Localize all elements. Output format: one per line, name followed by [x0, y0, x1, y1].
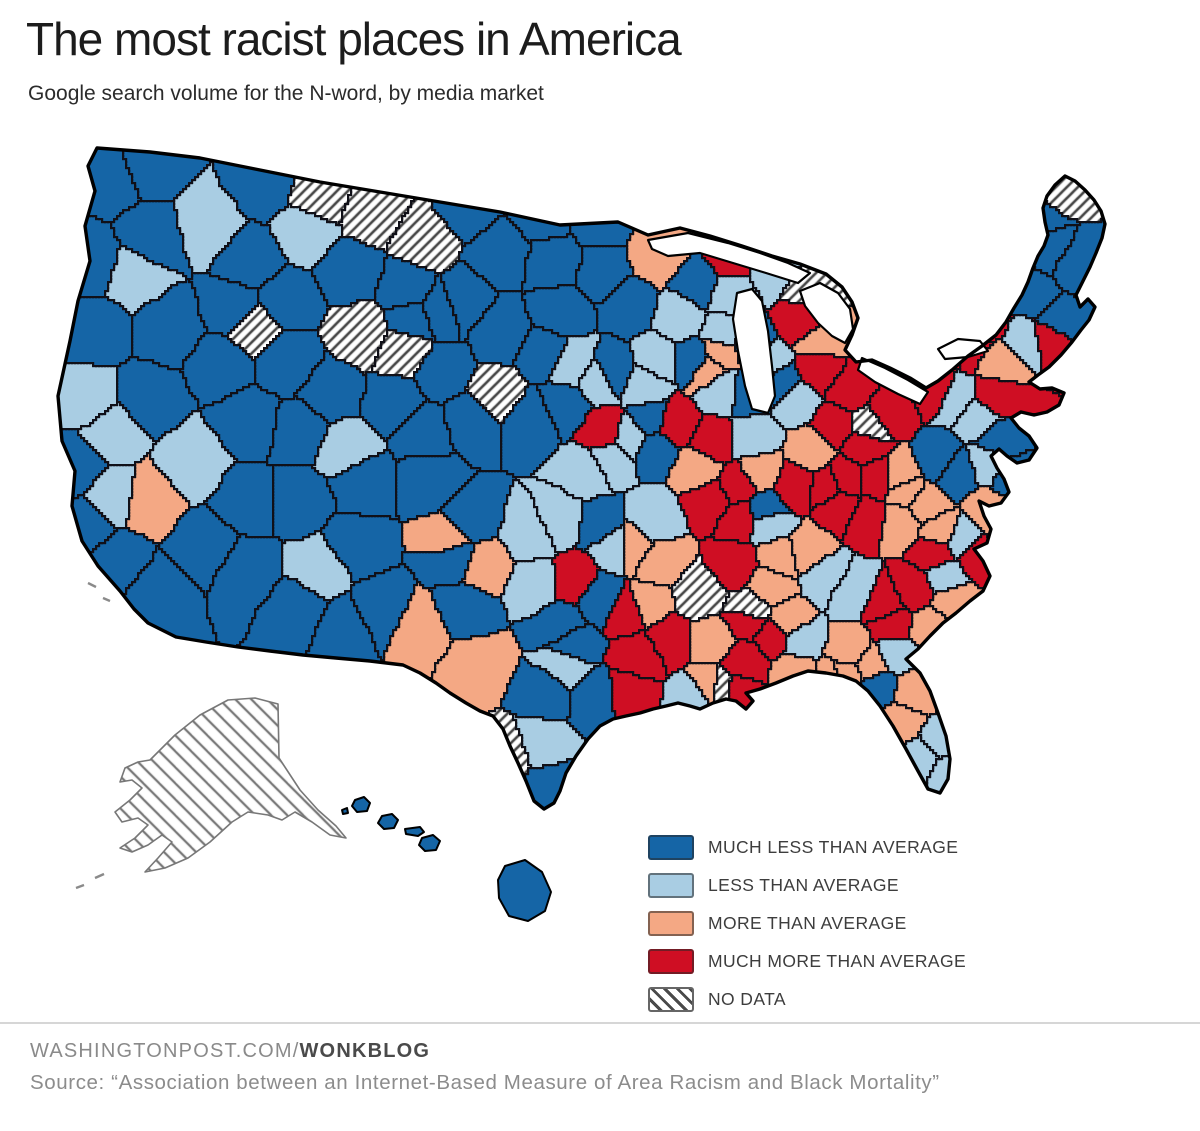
footer-source: Source: “Association between an Internet…: [30, 1071, 940, 1094]
legend-item-much-less-than-average: MUCH LESS THAN AVERAGE: [648, 828, 966, 866]
footer-blog: WONKBLOG: [299, 1040, 431, 1062]
legend-swatch-much-less-than-average: [648, 834, 694, 860]
legend-item-more-than-average: MORE THAN AVERAGE: [648, 904, 966, 942]
footer-brand: WASHINGTONPOST.COM/WONKBLOG: [30, 1040, 1200, 1063]
legend-label-less-than-average: LESS THAN AVERAGE: [708, 874, 899, 895]
legend-item-no-data: NO DATA: [648, 980, 966, 1018]
legend-label-no-data: NO DATA: [708, 988, 786, 1009]
legend-swatch-no-data: [648, 986, 694, 1012]
legend-label-much-more-than-average: MUCH MORE THAN AVERAGE: [708, 950, 967, 971]
legend-item-less-than-average: LESS THAN AVERAGE: [648, 866, 966, 904]
footer: WASHINGTONPOST.COM/WONKBLOG Source: “Ass…: [0, 1022, 1200, 1095]
legend-swatch-much-more-than-average: [648, 948, 694, 974]
legend-swatch-more-than-average: [648, 910, 694, 936]
legend-label-more-than-average: MORE THAN AVERAGE: [708, 912, 907, 933]
legend-swatch-less-than-average: [648, 872, 694, 898]
legend-label-much-less-than-average: MUCH LESS THAN AVERAGE: [708, 836, 959, 857]
map-legend: MUCH LESS THAN AVERAGE LESS THAN AVERAGE M…: [648, 828, 966, 1018]
legend-item-much-more-than-average: MUCH MORE THAN AVERAGE: [648, 942, 966, 980]
footer-site: WASHINGTONPOST.COM/: [30, 1040, 300, 1062]
us-choropleth-map: [0, 0, 1200, 1020]
